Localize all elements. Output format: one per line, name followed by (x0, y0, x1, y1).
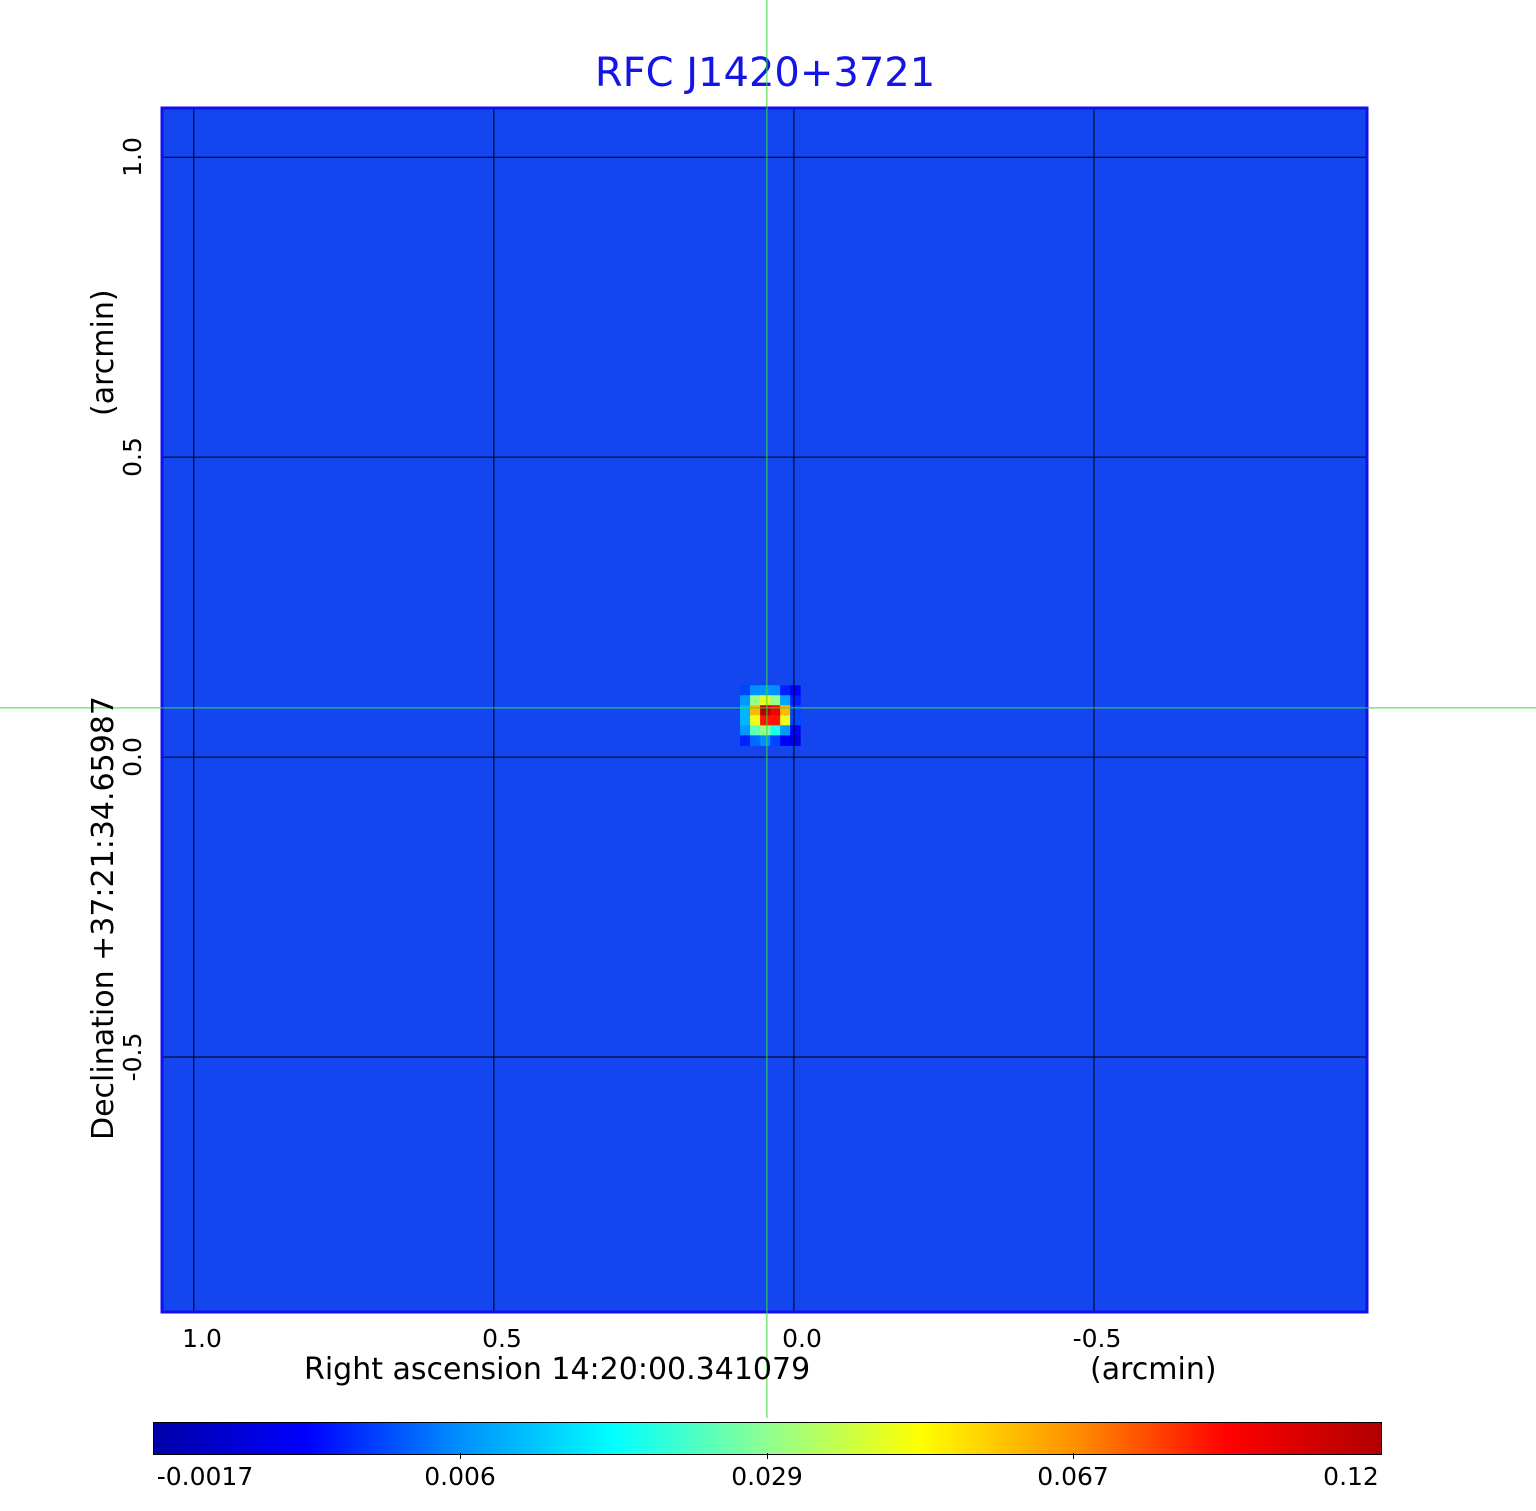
image-pixel (790, 725, 801, 736)
x-axis-unit: (arcmin) (1090, 1352, 1217, 1387)
y-axis-label: Declination +37:21:34.65987 (86, 696, 121, 1140)
colorbar-tick-label: -0.0017 (156, 1462, 254, 1491)
image-pixel (760, 705, 771, 716)
image-pixel (790, 685, 801, 696)
image-pixel (770, 695, 781, 706)
image-pixel (740, 685, 751, 696)
image-pixel (750, 715, 761, 726)
image-pixel (750, 695, 761, 706)
image-pixel (750, 725, 761, 736)
image-pixel (780, 685, 791, 696)
image-pixel (770, 685, 781, 696)
image-pixel (760, 735, 771, 746)
colorbar-tick-label: 0.029 (731, 1462, 803, 1491)
plot-frame (160, 106, 1369, 1314)
image-pixel (780, 705, 791, 716)
y-axis-unit: (arcmin) (86, 289, 121, 416)
x-tick-label: 1.0 (182, 1324, 222, 1353)
image-pixel (760, 725, 771, 736)
image-pixel (770, 705, 781, 716)
colorbar-tick-label: 0.12 (1323, 1462, 1379, 1491)
image-pixel (780, 715, 791, 726)
x-tick-label: 0.5 (482, 1324, 522, 1353)
image-pixel (770, 715, 781, 726)
image-pixel (750, 685, 761, 696)
chart-title: RFC J1420+3721 (594, 50, 936, 96)
colorbar (153, 1422, 1382, 1455)
x-tick-label: -0.5 (1072, 1324, 1122, 1353)
image-pixel (740, 715, 751, 726)
image-pixel (780, 725, 791, 736)
image-pixel (740, 725, 751, 736)
y-tick-label: 1.0 (118, 137, 147, 177)
colorbar-tick-label: 0.067 (1037, 1462, 1109, 1491)
image-pixel (750, 735, 761, 746)
image-pixel (760, 715, 771, 726)
image-pixel (790, 695, 801, 706)
image-pixel (780, 695, 791, 706)
image-pixel (790, 705, 801, 716)
image-pixel (770, 735, 781, 746)
colorbar-tick (1073, 1453, 1074, 1459)
y-tick-label: -0.5 (118, 1032, 147, 1082)
image-pixel (780, 735, 791, 746)
image-pixel (790, 715, 801, 726)
x-axis-label: Right ascension 14:20:00.341079 (304, 1352, 811, 1387)
image-pixel (790, 735, 801, 746)
image-pixel (750, 705, 761, 716)
image-pixel (760, 685, 771, 696)
image-pixel (740, 705, 751, 716)
x-tick-label: 0.0 (782, 1324, 822, 1353)
colorbar-tick-label: 0.006 (424, 1462, 496, 1491)
image-pixel (740, 695, 751, 706)
image-pixel (770, 725, 781, 736)
image-pixel (760, 695, 771, 706)
y-tick-label: 0.5 (118, 437, 147, 477)
colorbar-tick (767, 1453, 768, 1459)
y-tick-label: 0.0 (118, 737, 147, 777)
colorbar-tick (460, 1453, 461, 1459)
image-pixel (740, 735, 751, 746)
